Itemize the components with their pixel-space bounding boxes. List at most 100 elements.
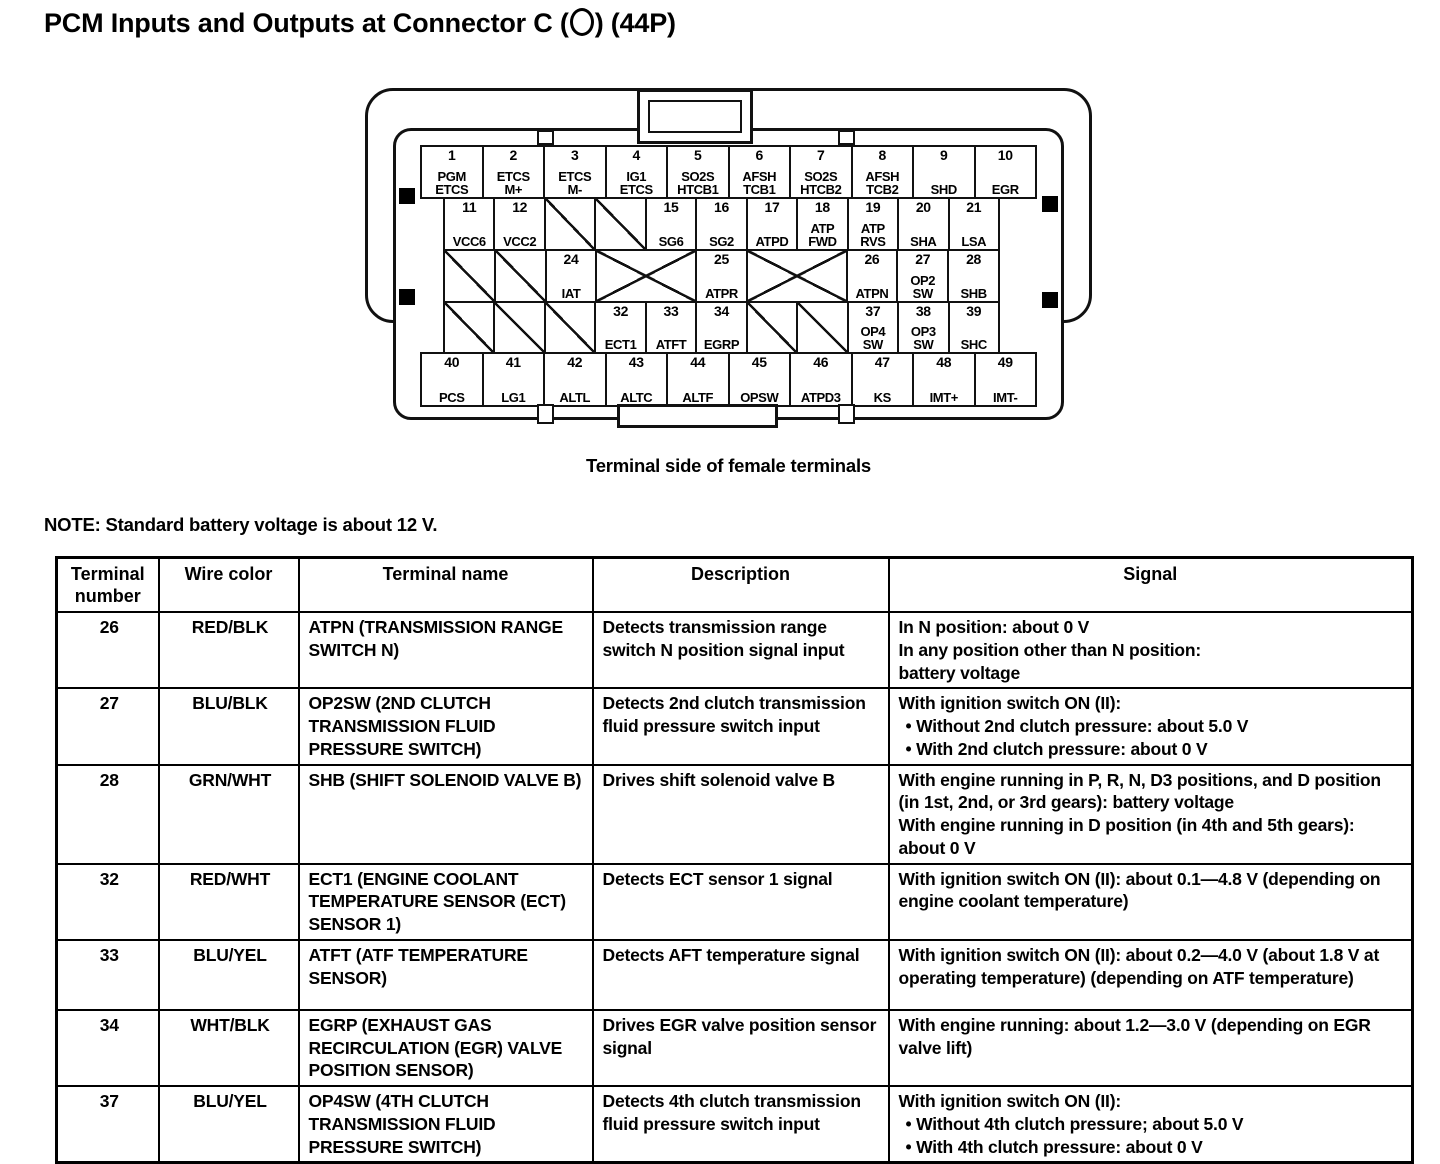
pin-name: ETCS M+ [496,169,530,197]
pin-49: 49 IMT- [973,354,1036,405]
signal-line: • Without 4th clutch pressure; about 5.0… [905,1113,1244,1134]
pin-name: ALTL [559,389,591,405]
blank-cell [594,199,645,249]
signal-line: With ignition switch ON (II): about 0.1—… [898,868,1381,912]
pin-33: 33 ATFT [644,303,695,352]
pin-name: ALTF [682,389,714,405]
pin-41: 41 LG1 [481,354,544,405]
pin-6: 6 AFSH TCB1 [727,147,790,197]
pin-name: ATP FWD [808,221,837,249]
wire-color-cell: WHT/BLK [157,1008,300,1088]
pin-number: 17 [764,199,780,215]
connector-key-notch [537,404,554,424]
pin-number: 40 [444,354,460,370]
connector-caption: Terminal side of female terminals [585,455,872,476]
description-cell: Drives EGR valve position sensor signal [591,1008,890,1088]
signal-line: With engine running in D position (in 4t… [898,815,1355,858]
description-cell: Drives shift solenoid valve B [591,763,890,865]
terminal-number-cell: 28 [55,763,160,865]
pin-name: IMT+ [929,389,959,405]
table-row: 33 BLU/YEL ATFT (ATF TEMPERATURE SENSOR) De… [55,938,1414,1011]
terminal-number-cell: 37 [55,1085,160,1164]
pin-number: 46 [813,354,829,370]
pin-4: 4 IG1 ETCS [604,147,667,197]
description-cell: Detects AFT temperature signal [591,938,890,1011]
terminal-name-cell: ECT1 (ENGINE COOLANT TEMPERATURE SENSOR … [297,862,594,941]
page-title-prefix: PCM Inputs and Outputs at Connector C ( [44,8,569,38]
pin-name: PCS [438,389,465,405]
description-cell: Detects 2nd clutch transmission fluid pr… [591,687,890,766]
column-header: Description [591,556,890,614]
pin-46: 46 ATPD3 [789,354,851,405]
pin-name: AFSH TCB2 [865,169,900,197]
pin-number: 4 [632,147,641,163]
wire-color-cell: BLU/YEL [157,938,300,1011]
blank-cell [796,303,847,352]
pin-name: IMT- [993,389,1018,405]
signal-cell: With ignition switch ON (II): about 0.1—… [887,862,1414,941]
pin-17: 17 ATPD [745,199,796,249]
pin-32: 32 ECT1 [594,303,644,352]
pin-number: 32 [613,303,629,319]
blocked-cell [595,251,696,301]
pin-name: ALTC [620,389,653,405]
pin-name: KS [873,389,892,405]
wire-color-cell: BLU/YEL [157,1085,300,1164]
pin-name: SG2 [709,233,734,249]
pin-37: 37 OP4 SW [846,303,897,352]
terminal-number-cell: 33 [55,938,160,1011]
pin-38: 38 OP3 SW [897,303,947,352]
terminal-number-cell: 27 [55,687,160,766]
pin-number: 26 [864,251,880,267]
pin-5: 5 SO2S HTCB1 [666,147,728,197]
pin-number: 44 [690,354,706,370]
signal-line: With ignition switch ON (II): [898,1091,1122,1112]
blank-cell [543,303,595,352]
signal-line: With ignition switch ON (II): [898,693,1122,714]
pin-name: IG1 ETCS [619,169,653,197]
pin-47: 47 KS [850,354,913,405]
pin-number: 34 [714,303,729,319]
pin-9: 9 SHD [912,147,974,197]
pin-name: VCC6 [452,233,486,249]
pin-name: SHD [930,181,958,197]
pin-44: 44 ALTF [666,354,728,405]
pin-name: SHB [960,285,987,301]
pin-number: 8 [878,147,887,163]
pin-12: 12 VCC2 [493,199,543,249]
pin-number: 19 [865,199,881,215]
table-row: 27 BLU/BLK OP2SW (2ND CLUTCH TRANSMISSION … [55,687,1414,766]
pin-2: 2 ETCS M+ [481,147,544,197]
signal-line: With engine running in P, R, N, D3 posit… [898,769,1382,813]
table-row: 26 RED/BLK ATPN (TRANSMISSION RANGE SWITCH… [55,611,1414,690]
signal-line: • With 4th clutch pressure: about 0 V [905,1136,1203,1157]
blank-cell [445,303,494,352]
pin-number: 1 [448,147,456,163]
pin-row: 40 PCS 41 LG1 42 ALTL 43 ALTC 44 ALTF 45 OPSW 46 ATPD… [420,352,1037,407]
terminal-table: Terminal number Wire color Terminal name De… [55,556,1414,1164]
terminal-number-cell: 34 [55,1008,160,1088]
pin-number: 28 [966,251,982,267]
pin-number: 48 [936,354,952,370]
pin-number: 7 [817,147,825,163]
pin-3: 3 ETCS M- [543,147,605,197]
connector-top-key-tab-inner [648,100,742,133]
pin-number: 10 [997,147,1013,163]
pin-number: 3 [571,147,579,163]
description-cell: Detects transmission range switch N posi… [591,611,890,690]
terminal-name-cell: OP2SW (2ND CLUTCH TRANSMISSION FLUID PRE… [297,687,594,766]
connector-diagram: 1 PGM ETCS 2 ETCS M+ 3 ETCS M- 4 IG1 ETCS 5 SO2S … [365,88,1092,438]
pin-number: 38 [915,303,931,319]
signal-line: In N position: about 0 V [898,617,1090,638]
column-header: Signal [887,556,1414,614]
pin-name: VCC2 [503,233,537,249]
table-row: 37 BLU/YEL OP4SW (4TH CLUTCH TRANSMISSION … [55,1085,1414,1164]
terminal-number-cell: 26 [55,611,160,690]
signal-cell: In N position: about 0 V In any position … [887,611,1414,690]
wire-color-cell: RED/BLK [157,611,300,690]
connector-clip [399,188,415,204]
pin-number: 27 [915,251,931,267]
blank-cell [493,251,545,301]
pin-number: 42 [567,354,583,370]
connector-key-notch [838,404,855,424]
